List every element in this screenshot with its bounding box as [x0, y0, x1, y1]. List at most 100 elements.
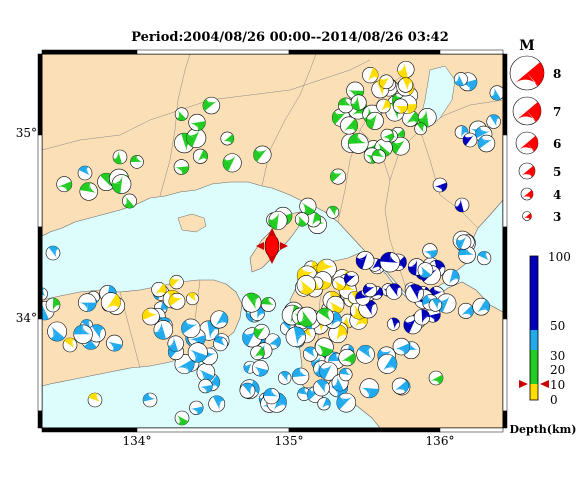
earthquake-markers	[42, 60, 503, 426]
earthquake-beachball	[477, 251, 492, 266]
earthquake-beachball	[338, 348, 356, 367]
earthquake-beachball	[391, 136, 410, 156]
depth-tick-20: 20	[550, 363, 565, 377]
earthquake-beachball	[208, 395, 226, 413]
earthquake-beachball	[252, 359, 269, 377]
earthquake-beachball	[42, 287, 48, 301]
earthquake-beachball	[417, 262, 434, 278]
depth-band-mid-shallow	[530, 350, 538, 384]
earthquake-beachball	[47, 321, 68, 342]
earthquake-beachball	[106, 334, 123, 352]
earthquake-beachball	[294, 212, 310, 227]
earthquake-beachball	[336, 392, 357, 413]
earthquake-beachball	[77, 165, 93, 181]
earthquake-beachball	[198, 378, 213, 394]
earthquake-beachball	[56, 176, 73, 193]
earthquake-beachball	[250, 345, 265, 361]
depth-unit-label: Depth(km)	[510, 423, 577, 436]
earthquake-beachball	[379, 252, 401, 273]
earthquake-beachball	[268, 210, 288, 230]
earthquake-beachball	[222, 153, 242, 173]
earthquake-beachball	[189, 400, 204, 415]
earthquake-beachball	[332, 276, 347, 291]
earthquake-beachball	[338, 97, 354, 114]
magnitude-legend-label: 6	[553, 137, 561, 151]
earthquake-beachball	[397, 77, 414, 93]
earthquake-beachball	[277, 371, 292, 385]
earthquake-beachball	[326, 295, 345, 314]
earthquake-beachball	[376, 98, 391, 114]
earthquake-beachball	[422, 243, 438, 259]
depth-tick-100: 100	[548, 250, 571, 264]
earthquake-beachball	[169, 275, 184, 290]
earthquake-beachball	[472, 297, 491, 316]
main-event-marker	[256, 228, 288, 264]
earthquake-beachball	[340, 116, 359, 135]
earthquake-beachball	[73, 324, 93, 344]
earthquake-beachball	[457, 302, 474, 319]
earthquake-beachball	[442, 268, 460, 287]
earthquake-beachball	[186, 127, 207, 148]
earthquake-beachball	[405, 284, 424, 303]
earthquake-beachball	[319, 361, 339, 381]
earthquake-beachball	[291, 367, 310, 386]
depth-tick-30: 30	[550, 349, 565, 363]
earthquake-beachball	[213, 336, 228, 352]
earthquake-beachball	[78, 293, 97, 312]
earthquake-beachball	[151, 281, 167, 298]
earthquake-beachball	[428, 298, 443, 312]
earthquake-beachball	[296, 306, 318, 327]
lon-tick-136: 136°	[426, 434, 455, 448]
earthquake-beachball	[414, 122, 427, 136]
lat-tick-35: 35°	[16, 126, 37, 140]
earthquake-beachball	[142, 392, 158, 408]
magnitude-legend-label: 3	[553, 210, 561, 224]
earthquake-beachball	[486, 114, 501, 129]
earthquake-beachball	[328, 324, 348, 344]
lat-tick-34: 34°	[16, 311, 37, 325]
depth-band-deep	[530, 256, 538, 330]
earthquake-beachball	[380, 128, 394, 143]
earthquake-beachball	[45, 245, 61, 261]
magnitude-legend: 8 7 6 5 4 3	[509, 55, 561, 224]
depth-band-shallow	[530, 384, 538, 400]
earthquake-beachball	[339, 367, 353, 382]
earthquake-beachball	[188, 113, 206, 132]
earthquake-beachball	[260, 297, 276, 312]
earthquake-beachball	[239, 382, 256, 399]
earthquake-beachball	[79, 182, 98, 201]
earthquake-beachball	[518, 162, 536, 180]
map-title: Period:2004/08/26 00:00--2014/08/26 03:4…	[131, 30, 449, 45]
earthquake-beachball	[153, 320, 174, 340]
earthquake-beachball	[343, 271, 360, 287]
earthquake-beachball	[302, 346, 318, 362]
earthquake-beachball	[391, 377, 409, 395]
earthquake-beachball	[462, 132, 478, 148]
earthquake-beachball	[515, 131, 539, 155]
earthquake-beachball	[359, 378, 380, 399]
earthquake-beachball	[130, 155, 144, 169]
magnitude-legend-label: 7	[553, 105, 561, 119]
earthquake-beachball	[316, 307, 334, 326]
earthquake-beachball	[377, 353, 398, 374]
earthquake-beachball	[196, 363, 216, 382]
depth-tick-10: 10	[550, 378, 565, 392]
earthquake-beachball	[210, 310, 229, 329]
earthquake-beachball	[299, 197, 317, 215]
land-shodoshima	[177, 213, 207, 233]
earthquake-beachball	[350, 94, 367, 111]
earthquake-beachball	[317, 397, 331, 411]
earthquake-beachball	[112, 149, 128, 165]
magnitude-legend-label: 8	[553, 67, 561, 81]
earthquake-beachball	[417, 108, 437, 127]
earthquake-beachball	[489, 85, 503, 101]
earthquake-beachball	[456, 234, 472, 250]
earthquake-beachball	[387, 317, 401, 331]
earthquake-beachball	[379, 74, 394, 90]
earthquake-beachball	[312, 379, 330, 397]
earthquake-beachball	[253, 145, 272, 164]
earthquake-beachball	[187, 342, 208, 363]
earthquake-beachball	[371, 149, 386, 164]
magnitude-legend-label: 4	[553, 188, 561, 202]
earthquake-beachball	[477, 134, 496, 153]
